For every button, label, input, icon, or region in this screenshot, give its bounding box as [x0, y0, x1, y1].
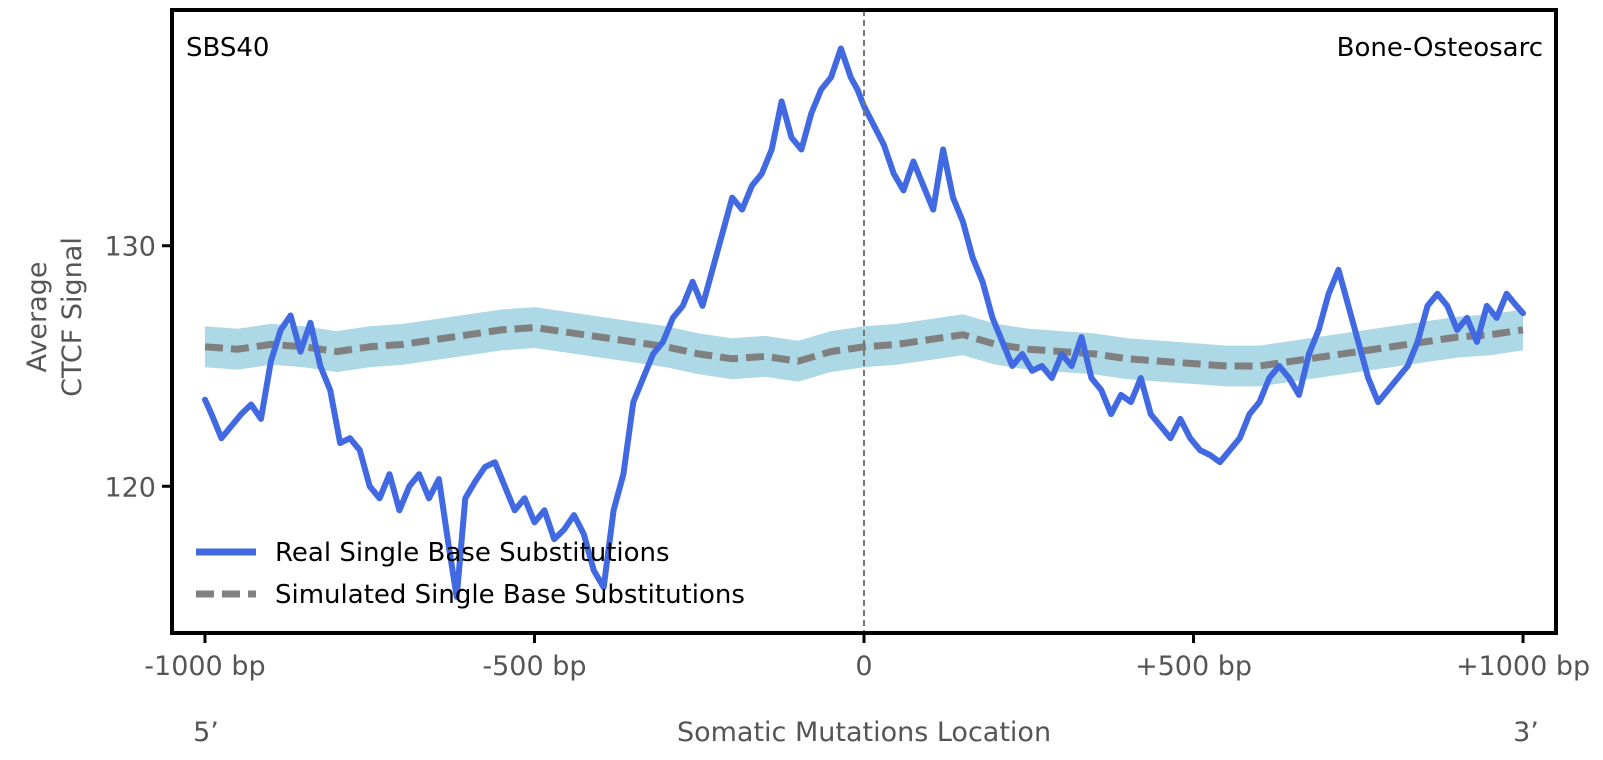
x-tick-label: 0 — [855, 651, 872, 682]
five-prime-label: 5’ — [193, 717, 219, 748]
cancer-type-label: Bone-Osteosarc — [1337, 33, 1543, 63]
legend-simulated-label: Simulated Single Base Substitutions — [275, 580, 745, 610]
real-series-layer — [202, 45, 1526, 600]
simulated-series-line — [204, 324, 1524, 370]
simulated-series-layer — [204, 324, 1524, 370]
x-tick-label: +1000 bp — [1456, 651, 1590, 682]
legend-real-label: Real Single Base Substitutions — [275, 538, 670, 568]
legend: Real Single Base Substitutions Simulated… — [196, 538, 745, 610]
axes-layer: -1000 bp -500 bp 0 +500 bp +1000 bp 120 130 — [104, 232, 1590, 682]
three-prime-label: 3’ — [1513, 717, 1539, 748]
signature-label: SBS40 — [186, 33, 269, 63]
x-tick-label: -1000 bp — [144, 651, 265, 682]
y-tick-label: 130 — [104, 232, 156, 263]
x-axis-label: Somatic Mutations Location — [677, 717, 1051, 748]
x-tick-label: -500 bp — [482, 651, 586, 682]
x-tick-label: +500 bp — [1135, 651, 1252, 682]
real-series-line — [202, 45, 1526, 600]
y-axis-label-line1: Average — [22, 262, 53, 373]
y-tick-label: 120 — [104, 472, 156, 503]
y-axis-label-line2: CTCF Signal — [57, 237, 88, 397]
